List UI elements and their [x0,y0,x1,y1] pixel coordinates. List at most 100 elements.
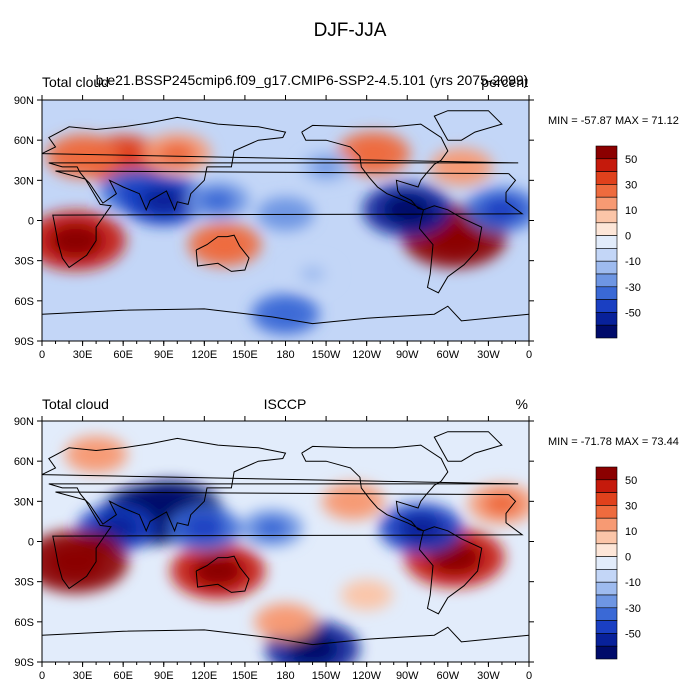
field-anomaly-core-14 [352,586,381,604]
y-tick-label: 90N [14,416,34,428]
field-anomaly-core-6 [49,223,103,258]
colorbar-swatch [595,530,618,545]
panel-2-right-label: % [515,396,528,412]
field-anomaly-core-2 [159,142,196,165]
x-tick-label: 150W [312,670,341,682]
field-anomaly-core-13 [270,204,301,224]
x-tick-label: 60W [437,349,460,361]
colorbar-swatch [595,466,618,481]
colorbar-swatch [595,312,618,326]
colorbar-label: -10 [625,256,641,268]
colorbar-swatch [595,299,618,313]
colorbar-label: 10 [625,526,637,538]
y-tick-label: 90S [14,336,34,348]
field-anomaly-core-1 [62,143,103,169]
x-tick-label: 120W [352,349,381,361]
colorbar-label: 30 [625,500,637,512]
coastline-0 [52,491,524,590]
y-tick-label: 30S [14,256,34,268]
y-tick-label: 30N [14,496,34,508]
panel-1-center-label: b.e21.BSSP245cmip6.f09_g17.CMIP6-SSP2-4.… [95,72,529,88]
x-tick-label: 30W [477,349,500,361]
y-tick-label: 90N [14,95,34,107]
colorbar-swatch [595,645,618,660]
figure-title: DJF-JJA [313,20,387,41]
colorbar-swatch [595,222,618,236]
x-tick-label: 90W [396,349,419,361]
x-tick-label: 180 [276,349,294,361]
coastline-6 [42,305,529,325]
colorbar-1: 50 30 10 0 -10 -30 -50 [595,145,641,339]
colorbar-label: -50 [625,307,641,319]
colorbar-swatch [595,248,618,262]
field-anomaly-core-15 [267,302,304,326]
colorbar-swatch [595,556,618,570]
x-tick-label: 0 [39,349,45,361]
panel-1: 0 30E 60E 90E 120E 150E 180 150W 120W 90W 60W 30W 09… [14,95,534,361]
colorbar-swatch [595,260,618,275]
coastline-1 [42,116,519,212]
field-anomaly-core-13 [268,611,303,633]
colorbar-swatch [595,492,618,506]
colorbar-swatch [595,209,618,224]
coastline-3 [301,444,449,532]
coastline-5 [433,431,503,462]
field-anomaly-core-4 [141,186,187,215]
panel-1-minmax: MIN = -57.87 MAX = 71.12 [548,115,679,127]
field-anomaly-core-12 [287,632,338,662]
colorbar-label: 50 [625,475,637,487]
colorbar-swatch [595,620,618,634]
x-tick-label: 60E [113,670,133,682]
x-tick-label: 30E [73,349,93,361]
coastline-3 [301,123,449,211]
colorbar-label: 0 [625,231,631,243]
colorbar-swatch [595,324,618,339]
colorbar-swatch [595,158,618,172]
x-tick-label: 0 [526,349,532,361]
field-anomaly-core-11 [383,194,432,225]
field-anomaly-core-8 [483,492,521,516]
colorbar-label: -30 [625,282,641,294]
y-tick-label: 30S [14,577,34,589]
colorbar-label: 30 [625,179,637,191]
field-anomaly-core-10 [255,517,289,539]
field-anomaly-core-9 [353,141,394,166]
x-tick-label: 120W [352,670,381,682]
panel-1-left-label: Total cloud [42,74,109,90]
field-anomaly-core-8 [426,219,483,255]
coastline-0 [52,170,524,269]
colorbar-swatch [595,145,618,160]
colorbar-label: 10 [625,205,637,217]
colorbar-swatch [595,543,618,557]
colorbar-label: -30 [625,603,641,615]
x-tick-label: 120E [191,349,217,361]
field-anomaly-core-7 [336,490,370,512]
colorbar-swatch [595,235,618,249]
x-tick-label: 90W [396,670,419,682]
panel-2-minmax: MIN = -71.78 MAX = 73.44 [548,436,679,448]
y-tick-label: 60S [14,296,34,308]
colorbar-label: -50 [625,628,641,640]
colorbar-swatch [595,569,618,583]
colorbar-swatch [595,273,618,288]
panel-2-left-label: Total cloud [42,396,109,412]
x-tick-label: 150W [312,349,341,361]
colorbar-label: 50 [625,154,637,166]
field-anomaly-core-0 [79,443,113,465]
x-tick-label: 60W [437,670,460,682]
x-tick-label: 150E [232,670,258,682]
field-anomaly-core-11 [184,515,224,541]
colorbar-swatch [595,171,618,185]
colorbar-swatch [595,286,618,300]
y-tick-label: 60N [14,135,34,147]
colorbar-swatch [595,196,618,211]
coastlines [42,110,529,325]
colorbar-2: 50 30 10 0 -10 -30 -50 [595,466,641,660]
x-tick-label: 180 [276,670,294,682]
x-tick-label: 60E [113,349,133,361]
coastline-5 [433,110,503,141]
colorbar-swatch [595,479,618,493]
coastline-4 [418,205,483,294]
panel-2: 0 30E 60E 90E 120E 150E 180 150W 120W 90W 60W 30W 09… [14,416,534,682]
